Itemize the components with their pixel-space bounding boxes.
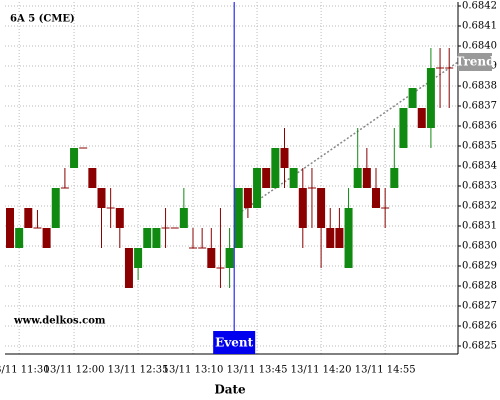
y-tick-label: 0.6832 [462,201,497,212]
candle-body [399,108,408,148]
candle-body [143,228,152,248]
trend-label: Trend [455,55,495,69]
y-tick-label: 0.6828 [462,281,497,292]
candle-body [298,188,307,228]
y-tick-label: 0.6829 [462,261,497,272]
x-tick-label: 13/11 13:10 [163,365,224,376]
y-tick-label: 0.6837 [462,101,497,112]
candle-body [15,228,24,248]
candle-body [234,188,243,248]
candle-body [390,168,399,188]
event-label: Event [215,336,253,350]
event-box [213,331,256,354]
y-tick-label: 0.6842 [462,1,497,12]
y-tick-label: 0.6840 [462,41,497,52]
x-tick-label: 13/11 11:30 [0,365,50,376]
y-tick-label: 0.6831 [462,221,497,232]
trend-box [458,53,492,71]
candle-body [289,168,298,188]
candle-body [225,248,234,268]
candle-body [97,188,106,208]
y-tick-label: 0.6835 [462,141,497,152]
y-tick-label: 0.6838 [462,81,497,92]
watermark: www.delkos.com [13,316,106,327]
candle-body [134,248,143,268]
candle-body [417,108,426,128]
y-tick-label: 0.6836 [462,121,497,132]
y-tick-label: 0.6833 [462,181,497,192]
candle-body [362,168,371,188]
y-tick-label: 0.6825 [462,341,497,352]
candle-body [70,148,79,168]
x-tick-label: 13/11 12:00 [44,365,105,376]
candle-body [262,168,271,188]
candle-body [243,188,252,208]
candle-body [115,208,124,228]
candle-body [6,208,14,248]
candle-body [152,228,161,248]
candle-body [353,168,362,188]
candle-body [24,208,33,228]
y-tick-label: 0.6827 [462,301,497,312]
candle-body [280,148,289,168]
candle-body [317,188,326,228]
candle-body [335,228,344,248]
x-axis-title: Date [214,383,246,397]
trend-line [234,61,459,217]
candle-body [124,248,133,288]
y-tick-label: 0.6841 [462,21,497,32]
candle-body [426,68,435,128]
candle-body [326,228,335,248]
y-tick-label: 0.6826 [462,321,497,332]
chart-title: 6A 5 (CME) [10,14,75,25]
candle-body [253,168,262,208]
y-tick-label: 0.6830 [462,241,497,252]
candle-body [88,168,97,188]
x-tick-label: 13/11 12:35 [108,365,169,376]
candle-body [179,208,188,228]
x-tick-label: 13/11 14:55 [355,365,416,376]
candle-body [42,228,51,248]
candle-body [51,188,60,228]
x-tick-label: 13/11 13:45 [227,365,288,376]
y-tick-label: 0.6834 [462,161,497,172]
candle-body [344,208,353,268]
candle-body [271,148,280,188]
candle-body [207,248,216,268]
candle-body [408,88,417,108]
x-tick-label: 13/11 14:20 [291,365,352,376]
candle-body [372,188,380,208]
